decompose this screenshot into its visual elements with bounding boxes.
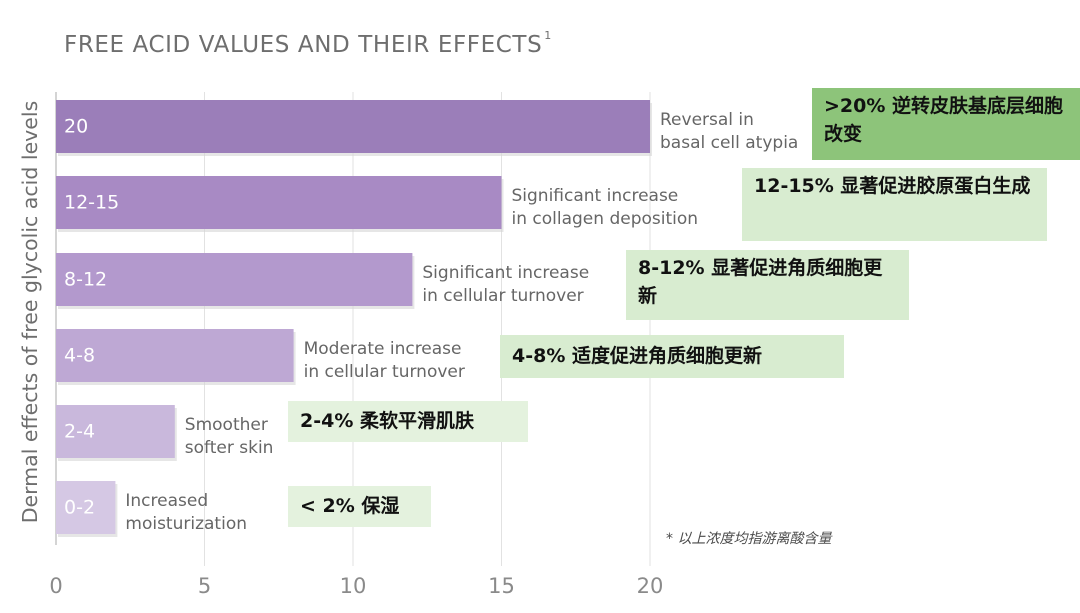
bar-4-8 [56,329,294,382]
effect-label-2-4-line2: softer skin [185,438,274,458]
effect-label-4-8-line2: in cellular turnover [304,362,465,382]
footnote-note: * 以上浓度均指游离酸含量 [666,531,832,547]
effect-label-20-line1: Reversal in [660,110,754,130]
x-tick-label-5: 5 [198,574,211,598]
effect-label-2-4-line1: Smoother [185,415,268,435]
effect-label-0-2-line1: Increased [125,491,208,511]
x-tick-label-0: 0 [49,574,62,598]
effect-label-0-2-line2: moisturization [125,514,247,534]
annotation-moisturization: < 2% 保湿 [288,486,431,527]
x-tick-label-10: 10 [340,574,367,598]
bar-value-label-0-2: 0-2 [64,497,95,519]
effect-label-20-line2: basal cell atypia [660,133,798,153]
bar-2-4 [56,405,175,458]
bar-20 [56,100,650,153]
annotation-turnover-moderate: 4-8% 适度促进角质细胞更新 [500,335,844,378]
bar-value-label-2-4: 2-4 [64,421,95,443]
annotation-collagen: 12-15% 显著促进胶原蛋白生成 [742,168,1047,241]
effect-label-8-12-line1: Significant increase [422,263,589,283]
bar-value-label-20: 20 [64,116,88,138]
bar-12-15 [56,176,502,229]
effect-label-8-12-line2: in cellular turnover [422,286,583,306]
annotation-smoother-skin: 2-4% 柔软平滑肌肤 [288,401,528,442]
annotation-turnover-significant: 8-12% 显著促进角质细胞更新 [626,250,909,320]
bar-0-2 [56,481,116,534]
bar-value-label-4-8: 4-8 [64,345,95,367]
chart-title: FREE ACID VALUES AND THEIR EFFECTS 1 [64,29,552,58]
effect-label-4-8-line1: Moderate increase [304,339,462,359]
annotation-reversal: >20% 逆转皮肤基底层细胞改变 [812,88,1080,160]
x-tick-label-20: 20 [637,574,664,598]
x-tick-label-15: 15 [488,574,515,598]
bar-value-label-8-12: 8-12 [64,269,107,291]
title-footnote: 1 [544,29,552,43]
effect-label-12-15-line1: Significant increase [512,186,679,206]
bar-value-label-12-15: 12-15 [64,192,119,214]
bar-8-12 [56,253,413,306]
effect-label-12-15-line2: in collagen deposition [512,209,699,229]
